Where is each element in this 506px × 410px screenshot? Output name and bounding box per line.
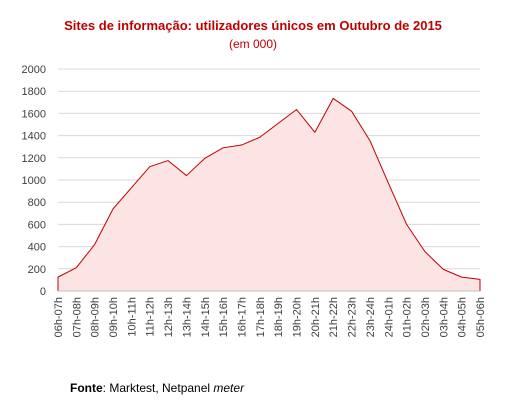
data-point — [75, 266, 77, 268]
area-series — [57, 97, 481, 291]
x-tick-label: 20h-21h — [310, 297, 322, 337]
data-point — [479, 278, 481, 280]
x-tick-label: 16h-17h — [236, 297, 248, 337]
y-tick-label: 600 — [28, 219, 46, 231]
source-separator: : — [102, 381, 110, 395]
y-tick-label: 0 — [40, 286, 46, 298]
y-tick-label: 1200 — [22, 153, 46, 165]
y-tick-label: 800 — [28, 197, 46, 209]
data-point — [387, 182, 389, 184]
source-note: Fonte: Marktest, Netpanel meter — [70, 381, 244, 395]
data-point — [185, 174, 187, 176]
data-point — [460, 276, 462, 278]
data-point — [240, 144, 242, 146]
source-text: Marktest, Netpanel — [109, 381, 214, 395]
x-tick-label: 13h-14h — [181, 297, 193, 337]
y-tick-label: 200 — [28, 264, 46, 276]
data-point — [149, 165, 151, 167]
x-tick-label: 22h-23h — [347, 297, 359, 337]
x-tick-label: 19h-20h — [292, 297, 304, 337]
x-tick-label: 07h-08h — [71, 297, 83, 337]
y-axis: 0 200 400 600 800 1000 1200 1400 1600 1800 2000 — [22, 64, 46, 298]
x-axis: 06h-07h 07h-08h 08h-09h 09h-10h 10h-11h 11h-1… — [53, 290, 487, 337]
data-point — [204, 157, 206, 159]
x-tick-label: 09h-10h — [108, 297, 120, 337]
x-tick-label: 23h-24h — [365, 297, 377, 337]
data-point — [112, 208, 114, 210]
source-label: Fonte — [70, 381, 103, 395]
x-tick-label: 03h-04h — [438, 297, 450, 337]
data-point — [222, 147, 224, 149]
y-tick-label: 1000 — [22, 175, 46, 187]
x-tick-label: 06h-07h — [53, 297, 65, 337]
y-tick-label: 400 — [28, 242, 46, 254]
x-tick-label: 01h-02h — [402, 297, 414, 337]
data-point — [442, 268, 444, 270]
y-tick-label: 1400 — [22, 131, 46, 143]
x-tick-label: 08h-09h — [90, 297, 102, 337]
data-point — [277, 122, 279, 124]
x-tick-label: 21h-22h — [328, 297, 340, 337]
data-point — [405, 223, 407, 225]
x-tick-label: 05h-06h — [475, 297, 487, 337]
x-tick-label: 02h-03h — [420, 297, 432, 337]
chart-title: Sites de informação: utilizadores únicos… — [64, 18, 442, 33]
y-tick-label: 2000 — [22, 64, 46, 76]
area-fill — [58, 98, 480, 291]
data-point — [259, 136, 261, 138]
x-tick-label: 24h-01h — [383, 297, 395, 337]
x-tick-label: 10h-11h — [126, 297, 138, 337]
x-tick-label: 11h-12h — [145, 297, 157, 337]
x-tick-label: 04h-05h — [457, 297, 469, 337]
x-tick-label: 15h-16h — [218, 297, 230, 337]
data-point — [57, 276, 59, 278]
data-point — [130, 187, 132, 189]
x-tick-label: 18h-19h — [273, 297, 285, 337]
data-point — [350, 110, 352, 112]
y-tick-label: 1600 — [22, 108, 46, 120]
x-tick-label: 17h-18h — [255, 297, 267, 337]
series-line — [57, 97, 481, 291]
data-point — [93, 243, 95, 245]
data-point — [167, 159, 169, 161]
x-tick-label: 12h-13h — [163, 297, 175, 337]
data-point — [424, 250, 426, 252]
y-tick-label: 1800 — [22, 86, 46, 98]
chart-subtitle: (em 000) — [228, 37, 278, 51]
data-point — [332, 97, 334, 99]
data-point — [295, 108, 297, 110]
x-tick-label: 14h-15h — [200, 297, 212, 337]
source-italic: meter — [213, 381, 245, 395]
data-point — [314, 131, 316, 133]
data-point — [369, 139, 371, 141]
